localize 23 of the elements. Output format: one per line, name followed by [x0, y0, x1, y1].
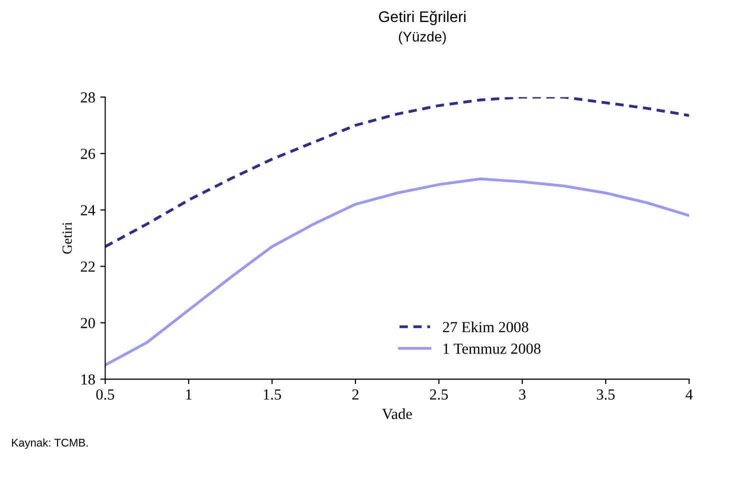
line-series — [105, 178, 690, 366]
x-tick-label: 2.5 — [430, 389, 448, 400]
x-tick-label: 3 — [519, 389, 526, 400]
y-tick-label: 20 — [80, 318, 95, 328]
x-tick-label: 3.5 — [596, 389, 615, 400]
y-tick-label: 24 — [80, 205, 96, 216]
y-tick-label: 18 — [82, 374, 95, 385]
x-tick-label: 0.5 — [96, 389, 114, 400]
y-tick-label: 22 — [80, 262, 95, 272]
x-tick-label: 4 — [686, 389, 693, 400]
legend-label: 27 Ekim 2008 — [442, 322, 528, 332]
line-series — [105, 97, 690, 248]
x-tick-label: 1.5 — [264, 389, 282, 400]
x-tick-label: 2 — [352, 389, 358, 400]
y-tick-label: 26 — [80, 148, 96, 159]
x-tick-label: 1 — [186, 389, 192, 400]
x-axis-title: Vade — [382, 408, 412, 420]
text: Kaynak: TCMB. — [12, 438, 88, 449]
y-tick-label: 28 — [80, 92, 95, 103]
chart-title: Getiri Eğrileri — [378, 10, 466, 26]
chart-subtitle: (Yüzde) — [398, 31, 446, 44]
legend-label: 1 Temmuz 2008 — [444, 344, 540, 354]
y-axis-title: Getiri — [62, 222, 72, 254]
